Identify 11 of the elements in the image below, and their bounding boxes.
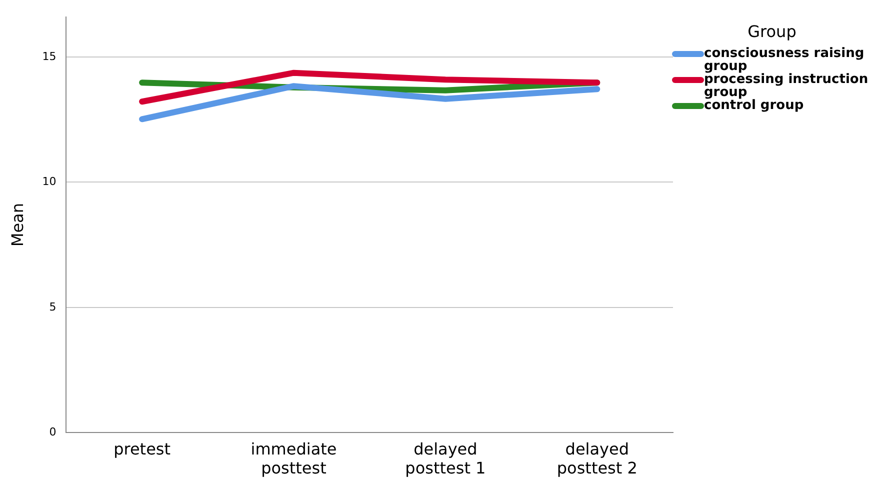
x-tick-label: immediate posttest <box>250 439 337 478</box>
x-tick-label: pretest <box>114 439 171 458</box>
x-tick-label: delayed posttest 2 <box>556 439 638 478</box>
y-tick-label: 5 <box>49 300 56 314</box>
y-axis-title: Mean <box>8 203 27 247</box>
legend-label: control group <box>704 98 805 113</box>
legend-title: Group <box>746 22 798 41</box>
y-tick-label: 10 <box>42 175 56 188</box>
y-tick-label: 0 <box>49 425 56 438</box>
x-tick-label: delayed posttest 1 <box>405 439 486 478</box>
y-tick-label: 15 <box>42 50 56 63</box>
